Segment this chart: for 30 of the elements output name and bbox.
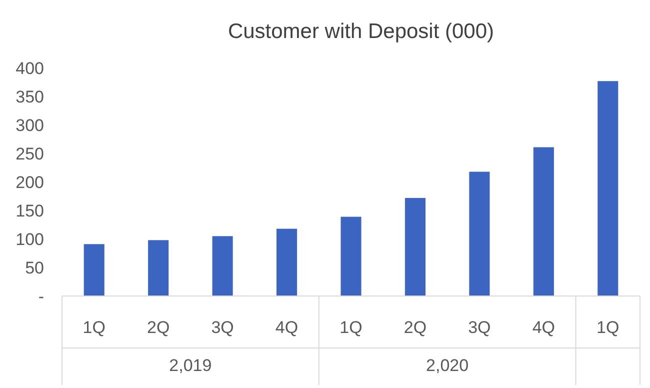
bar: [212, 236, 233, 296]
x-tick-label: 1Q: [340, 318, 362, 337]
y-tick-label: 150: [16, 201, 44, 220]
chart-title: Customer with Deposit (000): [228, 20, 494, 43]
x-tick-label: 1Q: [82, 318, 106, 337]
bar: [340, 216, 362, 296]
x-tick-label: 3Q: [468, 318, 491, 337]
x-tick-label: 2Q: [404, 318, 427, 337]
bar: [84, 244, 104, 296]
bar: [404, 198, 426, 296]
x-tick-label: 1Q: [596, 318, 620, 337]
y-tick-label: 50: [25, 258, 44, 278]
x-tick-label: 4Q: [275, 318, 298, 337]
x-tick-label: 4Q: [532, 318, 556, 337]
y-tick-label: 350: [16, 87, 44, 106]
y-tick-label: 400: [16, 58, 44, 78]
text: 2,020: [426, 356, 469, 375]
bar: [533, 147, 554, 296]
y-tick-label: 250: [16, 144, 44, 164]
x-tick-label: 3Q: [211, 318, 234, 337]
bar: [148, 240, 169, 296]
x-tick-label: 2Q: [146, 318, 170, 337]
bar: [276, 228, 298, 296]
y-tick-label: -: [38, 286, 44, 306]
bar: [469, 172, 490, 296]
y-tick-label: 100: [16, 230, 44, 249]
text: 2,019: [169, 356, 212, 375]
y-tick-label: 300: [16, 116, 44, 135]
y-tick-label: 200: [16, 172, 44, 192]
bar: [598, 81, 618, 296]
